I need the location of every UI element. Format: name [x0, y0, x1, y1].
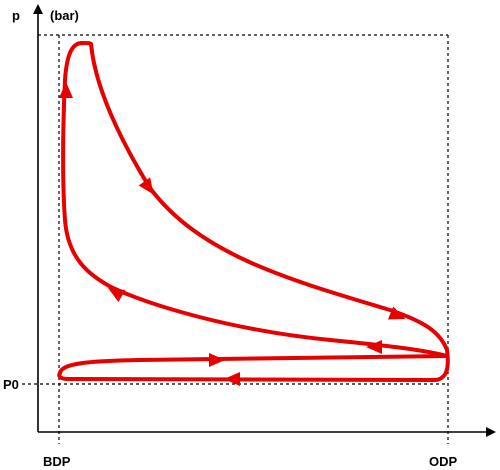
intake-stroke [58, 354, 449, 375]
guide-lines [22, 34, 449, 444]
y-axis-symbol: p [12, 8, 20, 23]
y-axis-unit: (bar) [50, 8, 79, 23]
expansion-stroke [89, 42, 449, 352]
exhaust-stroke [57, 348, 450, 382]
arrow-icon [108, 288, 126, 303]
compression-stroke [61, 41, 449, 358]
bdp-label: BDP [43, 454, 71, 469]
arrow-icon [366, 340, 382, 354]
arrow-icon [138, 177, 154, 195]
odp-label: ODP [429, 454, 458, 469]
arrow-icon [59, 82, 73, 98]
arrow-icon [209, 353, 225, 367]
arrow-icon [224, 372, 240, 386]
direction-arrows [59, 82, 406, 386]
arrow-icon [387, 306, 406, 320]
cycle-curve [57, 41, 450, 382]
p0-label: P0 [3, 377, 19, 392]
